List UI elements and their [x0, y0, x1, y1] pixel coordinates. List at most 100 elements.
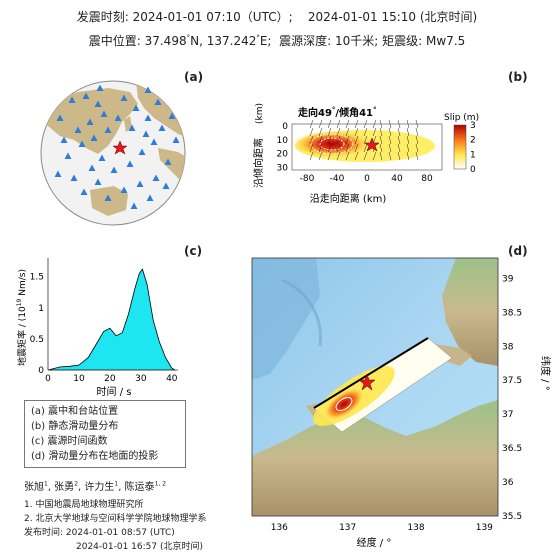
epicenter-star-d: [358, 373, 376, 391]
stf-xtick: 20: [104, 374, 116, 384]
map-ytick: 37: [502, 410, 513, 420]
slip-arrow: [406, 127, 410, 137]
slip-colorbar: [453, 124, 467, 170]
stf-yticks: 0 0.5 1 1.5: [30, 273, 45, 376]
affil-mark: 2: [74, 480, 79, 488]
lon-suffix: E;: [259, 34, 272, 48]
slip-arrow: [372, 127, 377, 137]
slip-arrow: [318, 143, 323, 153]
slip-arrow: [388, 151, 392, 161]
source-time-function-plot: 0 10 20 30 40 0 0.5 1 1.5 时间 / s 地震矩率 / (1019 N…: [16, 258, 178, 398]
slip-arrow: [379, 143, 383, 153]
slip-arrow: [309, 151, 314, 161]
affil-mark: 1, 2: [154, 480, 167, 488]
slip-arrow: [327, 127, 332, 137]
station-triangle: [98, 154, 106, 161]
station-triangle: [164, 158, 172, 165]
stf-ytick: 0: [38, 366, 44, 376]
slip-xtick: -40: [330, 174, 345, 184]
map-ytick: 35.5: [502, 512, 522, 522]
stf-ytick: 1: [38, 304, 44, 314]
epicenter-star-a: [112, 140, 128, 155]
affil-mark: 1: [44, 480, 48, 488]
slip-ylabel: 沿倾向距离: [252, 138, 265, 188]
depth-label: 震源深度:: [279, 34, 332, 48]
slip-arrow: [345, 127, 350, 137]
author-2: , 张勇: [47, 482, 75, 493]
slip-yunit: (km): [255, 103, 265, 124]
slip-arrow: [354, 151, 359, 161]
slip-arrow: [363, 143, 368, 153]
mag-label: 矩震级:: [382, 34, 423, 48]
station-triangle: [136, 180, 144, 187]
station-triangle: [96, 84, 104, 91]
authors-line: 张旭1, 张勇2, 许力生1, 陈运泰1, 2: [24, 478, 166, 493]
stf-area: [47, 268, 177, 371]
colorbar-tick: 0: [470, 165, 476, 175]
panel-b-label: (b): [508, 70, 528, 84]
release-utc: 2024-01-01 08:57 (UTC): [65, 528, 175, 538]
depth-value: 10千米;: [334, 34, 379, 48]
map-xtick: 139: [476, 523, 493, 533]
slip-arrow: [388, 127, 392, 137]
slip-xticks: -80 -40 0 40 80: [300, 174, 433, 184]
station-triangle: [80, 188, 88, 195]
station-triangle: [172, 136, 180, 143]
slip-ytick: 20: [277, 150, 289, 160]
stf-ytick: 0.5: [30, 335, 44, 345]
slip-arrow: [397, 135, 401, 145]
panel-d-label: (d): [508, 244, 528, 258]
slip-arrow: [345, 143, 350, 153]
stf-ytick: 1.5: [30, 273, 44, 283]
slip-arrow: [327, 135, 332, 145]
origin-time-utc: 2024-01-01 07:10（UTC）;: [132, 10, 293, 24]
map-ytick: 37.5: [502, 376, 522, 386]
stf-xticks: 0 10 20 30 40: [45, 374, 178, 384]
station-triangle: [128, 124, 136, 131]
panel-legend-box: (a) 震中和台站位置 (b) 静态滑动量分布 (c) 震源时间函数 (d) 滑…: [24, 400, 186, 468]
slip-arrow: [309, 135, 314, 145]
slip-arrow: [397, 143, 401, 153]
map-ytick: 38.5: [502, 308, 522, 318]
station-triangle: [120, 186, 128, 193]
author-4: , 陈运泰: [118, 482, 155, 493]
map-ytick: 36.5: [502, 444, 522, 454]
colorbar-tick: 3: [470, 121, 476, 131]
slip-arrow: [336, 143, 341, 153]
map-ytick: 39: [502, 274, 514, 284]
slip-arrow: [406, 143, 410, 153]
stf-xtick: 40: [166, 374, 178, 384]
longitude-value: 137.242: [206, 34, 257, 48]
slip-arrow: [406, 135, 410, 145]
slip-arrow: [345, 135, 350, 145]
stf-xtick: 30: [135, 374, 147, 384]
map-xtick: 136: [271, 523, 288, 533]
release-time-line: 发布时间: 2024-01-01 08:57 (UTC): [24, 525, 175, 538]
station-triangle: [104, 126, 112, 133]
station-triangle: [70, 174, 78, 181]
fault-plane-projection: [313, 337, 453, 433]
slip-arrow: [372, 151, 377, 161]
slip-yticks: 0 10 20 30: [277, 122, 289, 173]
station-triangle: [60, 136, 68, 143]
station-triangle: [104, 194, 112, 201]
station-triangle: [126, 160, 134, 167]
slip-arrow: [388, 143, 392, 153]
slip-arrow: [309, 127, 314, 137]
slip-xlabel: 沿走向距离 (km): [310, 192, 387, 205]
slip-arrow: [318, 127, 323, 137]
station-triangle: [130, 202, 138, 209]
slip-arrow: [415, 135, 419, 145]
location-label: 震中位置:: [88, 34, 141, 48]
origin-time-line: 发震时刻: 2024-01-01 07:10（UTC）; 2024-01-01 …: [0, 8, 554, 25]
station-triangle: [150, 138, 158, 145]
legend-item: (b) 静态滑动量分布: [31, 421, 119, 432]
slip-vectors: [309, 119, 419, 161]
slip-ytick: 30: [277, 163, 289, 173]
mag-value: Mw7.5: [426, 34, 466, 48]
station-triangle: [158, 124, 166, 131]
panel-a-label: (a): [184, 70, 204, 84]
slip-arrow: [345, 151, 350, 161]
station-map-globe: [40, 80, 186, 226]
